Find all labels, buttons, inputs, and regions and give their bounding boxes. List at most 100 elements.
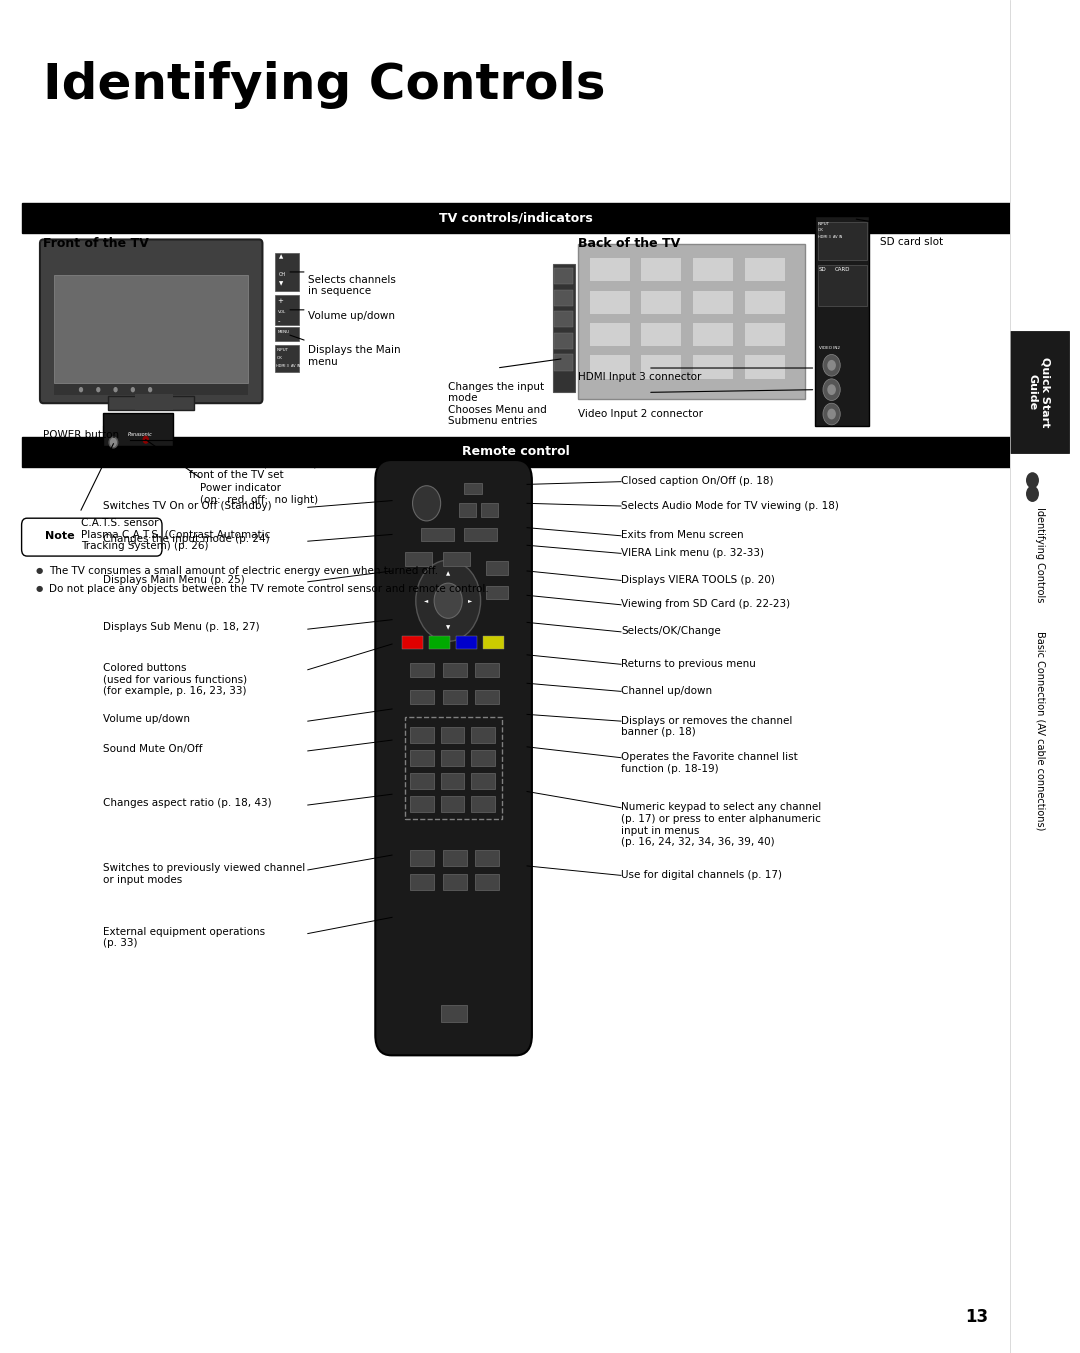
Circle shape bbox=[79, 387, 83, 392]
Circle shape bbox=[413, 486, 441, 521]
Bar bbox=[475, 850, 499, 866]
Text: Video Input 2 connector: Video Input 2 connector bbox=[578, 409, 703, 418]
Text: Channel up/down: Channel up/down bbox=[621, 686, 712, 695]
Circle shape bbox=[109, 437, 118, 448]
Bar bbox=[640, 354, 681, 379]
Bar bbox=[410, 663, 434, 676]
Bar bbox=[692, 257, 733, 281]
Text: Sound Mute On/Off: Sound Mute On/Off bbox=[103, 744, 202, 754]
Bar bbox=[815, 216, 869, 426]
Text: ▲: ▲ bbox=[279, 254, 283, 260]
Text: Remote control sensor Within
about 23 feet (7 meters) in
front of the TV set: Remote control sensor Within about 23 fe… bbox=[189, 446, 343, 480]
Text: Changes aspect ratio (p. 18, 43): Changes aspect ratio (p. 18, 43) bbox=[103, 798, 271, 808]
Text: Use for digital channels (p. 17): Use for digital channels (p. 17) bbox=[621, 870, 782, 879]
Circle shape bbox=[143, 436, 149, 444]
Bar bbox=[589, 290, 630, 314]
Text: HDMI 3  AV IN: HDMI 3 AV IN bbox=[276, 364, 300, 368]
Bar bbox=[554, 268, 573, 284]
FancyBboxPatch shape bbox=[22, 518, 162, 556]
Bar bbox=[483, 636, 504, 649]
Text: Selects channels
in sequence: Selects channels in sequence bbox=[308, 275, 395, 296]
Text: Returns to previous menu: Returns to previous menu bbox=[621, 659, 756, 668]
Bar bbox=[429, 636, 450, 649]
Bar bbox=[486, 561, 508, 575]
Circle shape bbox=[827, 360, 836, 371]
Bar bbox=[275, 295, 299, 325]
Text: ▼: ▼ bbox=[446, 625, 450, 630]
Bar bbox=[554, 354, 573, 371]
Text: Switches to previously viewed channel
or input modes: Switches to previously viewed channel or… bbox=[103, 863, 305, 885]
Text: C.A.T.S. sensor
Plasma C.A.T.S. (Contrast Automatic
Tracking System) (p. 26): C.A.T.S. sensor Plasma C.A.T.S. (Contras… bbox=[81, 518, 270, 552]
Text: -: - bbox=[278, 318, 280, 323]
Bar bbox=[135, 394, 173, 410]
Text: MENU: MENU bbox=[278, 330, 289, 334]
Bar bbox=[464, 528, 497, 541]
Text: CARD: CARD bbox=[835, 267, 850, 272]
Text: TV controls/indicators: TV controls/indicators bbox=[440, 211, 593, 225]
Bar bbox=[481, 503, 498, 517]
Bar bbox=[275, 253, 299, 291]
Bar bbox=[108, 396, 194, 410]
Text: Volume up/down: Volume up/down bbox=[308, 311, 395, 321]
Bar bbox=[54, 275, 248, 383]
Bar bbox=[553, 264, 575, 392]
Circle shape bbox=[96, 387, 100, 392]
Text: Power indicator
(on:  red, off:  no light): Power indicator (on: red, off: no light) bbox=[200, 483, 318, 505]
Text: Selects Audio Mode for TV viewing (p. 18): Selects Audio Mode for TV viewing (p. 18… bbox=[621, 501, 839, 510]
Text: Switches TV On or Off (Standby): Switches TV On or Off (Standby) bbox=[103, 501, 271, 510]
Bar bbox=[464, 483, 482, 494]
Bar bbox=[1010, 331, 1069, 453]
Bar bbox=[405, 552, 432, 566]
Bar bbox=[744, 257, 785, 281]
Text: ►: ► bbox=[468, 598, 472, 603]
Text: Note: Note bbox=[44, 530, 75, 541]
Bar bbox=[471, 750, 495, 766]
Circle shape bbox=[434, 583, 462, 618]
Text: Displays or removes the channel
banner (p. 18): Displays or removes the channel banner (… bbox=[621, 716, 793, 737]
Text: ▼: ▼ bbox=[279, 281, 283, 287]
Bar bbox=[744, 290, 785, 314]
Text: Volume up/down: Volume up/down bbox=[103, 714, 190, 724]
Text: Identifying Controls: Identifying Controls bbox=[43, 61, 606, 108]
Circle shape bbox=[823, 403, 840, 425]
Bar bbox=[692, 322, 733, 346]
Text: SD: SD bbox=[819, 267, 826, 272]
Bar bbox=[443, 552, 470, 566]
Text: OK: OK bbox=[276, 356, 282, 360]
Bar bbox=[589, 322, 630, 346]
Bar bbox=[103, 413, 173, 446]
Text: Changes the input
mode
Chooses Menu and
Submenu entries: Changes the input mode Chooses Menu and … bbox=[448, 382, 546, 426]
Bar bbox=[475, 690, 499, 704]
Text: The TV consumes a small amount of electric energy even when turned off.: The TV consumes a small amount of electr… bbox=[49, 566, 437, 575]
Text: HDMI 3  AV IN: HDMI 3 AV IN bbox=[818, 235, 841, 239]
Bar bbox=[692, 354, 733, 379]
Text: Numeric keypad to select any channel
(p. 17) or press to enter alphanumeric
inpu: Numeric keypad to select any channel (p.… bbox=[621, 802, 821, 847]
Bar bbox=[589, 257, 630, 281]
Bar bbox=[640, 322, 681, 346]
Text: Closed caption On/Off (p. 18): Closed caption On/Off (p. 18) bbox=[621, 476, 773, 486]
Text: Quick Start
Guide: Quick Start Guide bbox=[1028, 357, 1050, 428]
Bar bbox=[443, 690, 467, 704]
Text: Changes the input mode (p. 24): Changes the input mode (p. 24) bbox=[103, 534, 269, 544]
Bar bbox=[410, 727, 434, 743]
Circle shape bbox=[823, 354, 840, 376]
Text: INPUT: INPUT bbox=[818, 222, 829, 226]
Bar bbox=[578, 244, 805, 399]
Text: Identifying Controls: Identifying Controls bbox=[1035, 507, 1045, 602]
Bar bbox=[443, 663, 467, 676]
Text: Displays VIERA TOOLS (p. 20): Displays VIERA TOOLS (p. 20) bbox=[621, 575, 774, 584]
Bar bbox=[692, 290, 733, 314]
Bar bbox=[471, 727, 495, 743]
Bar bbox=[441, 750, 464, 766]
Text: Displays Main Menu (p. 25): Displays Main Menu (p. 25) bbox=[103, 575, 244, 584]
Bar bbox=[744, 322, 785, 346]
Text: CH: CH bbox=[279, 272, 286, 277]
Text: Selects/OK/Change: Selects/OK/Change bbox=[621, 626, 720, 636]
Text: Remote control: Remote control bbox=[462, 445, 570, 459]
Bar bbox=[441, 1005, 467, 1022]
Circle shape bbox=[131, 387, 135, 392]
Circle shape bbox=[1026, 486, 1039, 502]
Bar bbox=[818, 265, 867, 306]
Text: OK: OK bbox=[818, 229, 823, 233]
Bar bbox=[410, 850, 434, 866]
